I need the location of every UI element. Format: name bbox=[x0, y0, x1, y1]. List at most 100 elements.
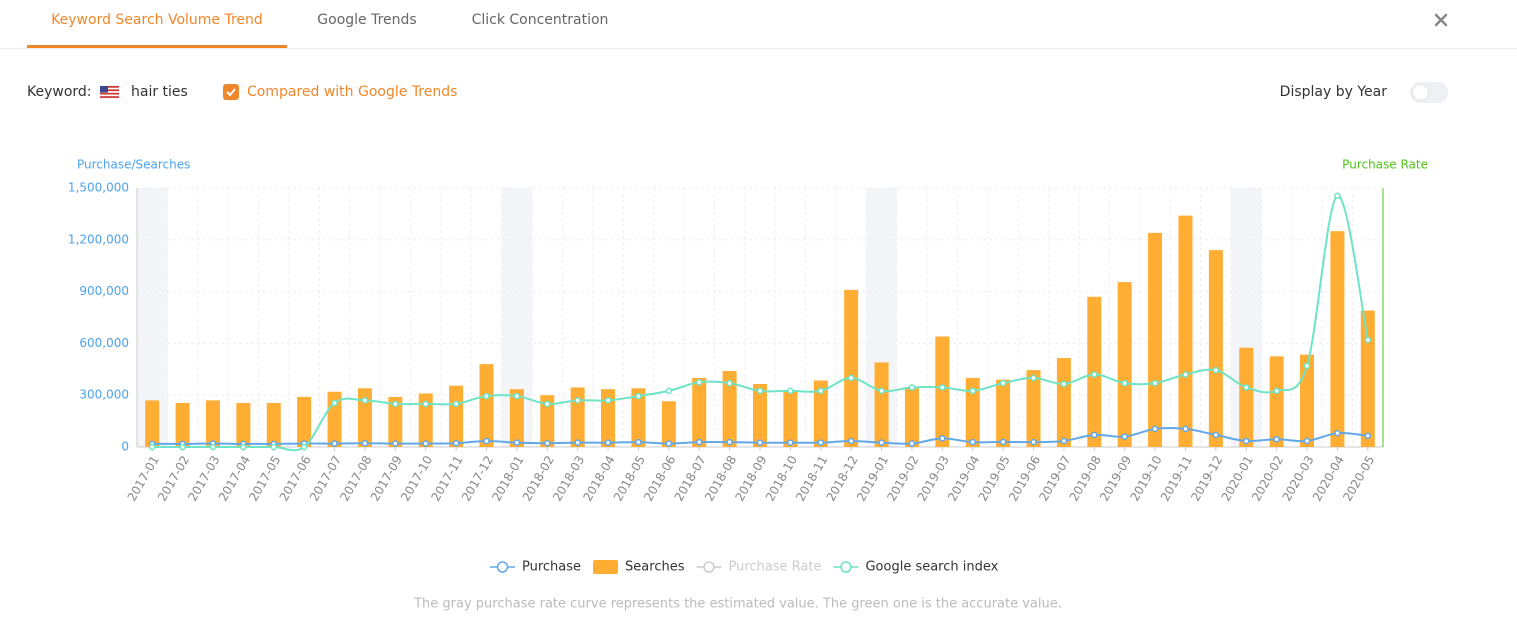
bar bbox=[1330, 231, 1345, 447]
bar bbox=[996, 379, 1011, 447]
point bbox=[787, 439, 794, 446]
point bbox=[939, 384, 946, 391]
point bbox=[695, 379, 703, 386]
keyword-label: Keyword: bbox=[27, 84, 92, 100]
point bbox=[726, 438, 733, 446]
tab[interactable]: Click Concentration bbox=[472, 12, 609, 28]
y-axis-title: Purchase/Searches bbox=[77, 158, 190, 172]
point bbox=[908, 384, 916, 391]
legend-swatch bbox=[593, 560, 619, 574]
point bbox=[1091, 371, 1098, 378]
point bbox=[604, 397, 612, 404]
legend-label: Google search index bbox=[865, 560, 998, 575]
legend-swatch bbox=[840, 561, 852, 573]
toggle[interactable] bbox=[1410, 82, 1448, 103]
bar bbox=[449, 385, 464, 447]
y-tick-label: 0 bbox=[121, 440, 129, 454]
point bbox=[1091, 431, 1098, 439]
point bbox=[1364, 336, 1372, 344]
legend-item[interactable]: Searches bbox=[593, 560, 685, 575]
point bbox=[1212, 366, 1220, 374]
tab[interactable]: Keyword Search Volume Trend bbox=[51, 12, 263, 28]
y2-axis-title: Purchase Rate bbox=[1342, 158, 1428, 172]
point bbox=[483, 392, 490, 400]
point bbox=[847, 437, 855, 445]
point bbox=[544, 400, 551, 408]
point bbox=[1030, 438, 1037, 446]
bar bbox=[904, 388, 919, 447]
point bbox=[1364, 432, 1372, 440]
y-tick-label: 300,000 bbox=[79, 388, 129, 402]
point bbox=[1121, 433, 1128, 440]
point bbox=[179, 443, 186, 451]
bar bbox=[1056, 358, 1071, 447]
point bbox=[1334, 192, 1341, 200]
compare-label[interactable]: Compared with Google Trends bbox=[247, 84, 457, 100]
point bbox=[635, 438, 642, 446]
point bbox=[361, 439, 369, 447]
point bbox=[209, 443, 217, 451]
close-button[interactable] bbox=[1434, 13, 1448, 27]
bar bbox=[965, 377, 980, 447]
point bbox=[513, 392, 521, 400]
point bbox=[939, 435, 946, 442]
point bbox=[452, 439, 460, 447]
y-tick-label: 1,200,000 bbox=[68, 232, 129, 246]
point bbox=[1060, 437, 1068, 445]
point bbox=[392, 400, 399, 408]
point bbox=[483, 437, 490, 445]
point bbox=[1060, 380, 1068, 388]
legend-swatch bbox=[496, 561, 509, 573]
bar bbox=[388, 396, 403, 447]
bar bbox=[844, 289, 859, 447]
legend-item[interactable]: Purchase Rate bbox=[696, 560, 821, 575]
toggle-label: Display by Year bbox=[1280, 84, 1388, 100]
point bbox=[969, 387, 976, 395]
bar bbox=[874, 362, 889, 447]
point bbox=[574, 397, 581, 404]
point bbox=[1182, 425, 1189, 433]
y-tick-label: 1,500,000 bbox=[68, 181, 129, 195]
bar bbox=[297, 396, 312, 447]
bar bbox=[205, 400, 220, 447]
point bbox=[908, 440, 916, 447]
point bbox=[1273, 387, 1280, 395]
legend-item[interactable]: Google search index bbox=[833, 560, 999, 575]
legend-label: Searches bbox=[625, 560, 685, 575]
bar bbox=[1117, 282, 1132, 447]
bar bbox=[1269, 356, 1284, 447]
tab[interactable]: Google Trends bbox=[317, 12, 416, 28]
point bbox=[1273, 435, 1280, 443]
point bbox=[1030, 374, 1037, 382]
checkbox[interactable] bbox=[223, 84, 239, 100]
bar bbox=[570, 387, 585, 447]
point bbox=[422, 440, 429, 447]
point bbox=[574, 439, 581, 446]
y-tick-label: 600,000 bbox=[79, 336, 129, 350]
point bbox=[1151, 379, 1159, 387]
point bbox=[817, 387, 825, 395]
bar bbox=[236, 402, 251, 447]
legend-label: Purchase Rate bbox=[728, 560, 821, 575]
point bbox=[361, 397, 369, 404]
bar bbox=[783, 391, 798, 447]
point bbox=[695, 438, 703, 446]
point bbox=[726, 379, 733, 387]
point bbox=[1242, 384, 1250, 391]
bar bbox=[1178, 215, 1193, 447]
legend-swatch bbox=[703, 561, 715, 573]
point bbox=[1303, 362, 1311, 370]
bar bbox=[357, 388, 372, 447]
legend-item[interactable]: Purchase bbox=[490, 560, 581, 575]
us-flag bbox=[99, 85, 120, 99]
plot: 0 300,000 600,000 900,000 1,200,000 1,500,000… bbox=[68, 181, 1384, 504]
point bbox=[422, 400, 429, 408]
bar bbox=[1148, 232, 1163, 447]
point bbox=[1182, 371, 1189, 378]
bar bbox=[692, 377, 707, 447]
point bbox=[240, 443, 247, 451]
point bbox=[1242, 437, 1250, 445]
point bbox=[544, 439, 551, 447]
bar bbox=[1208, 250, 1223, 447]
